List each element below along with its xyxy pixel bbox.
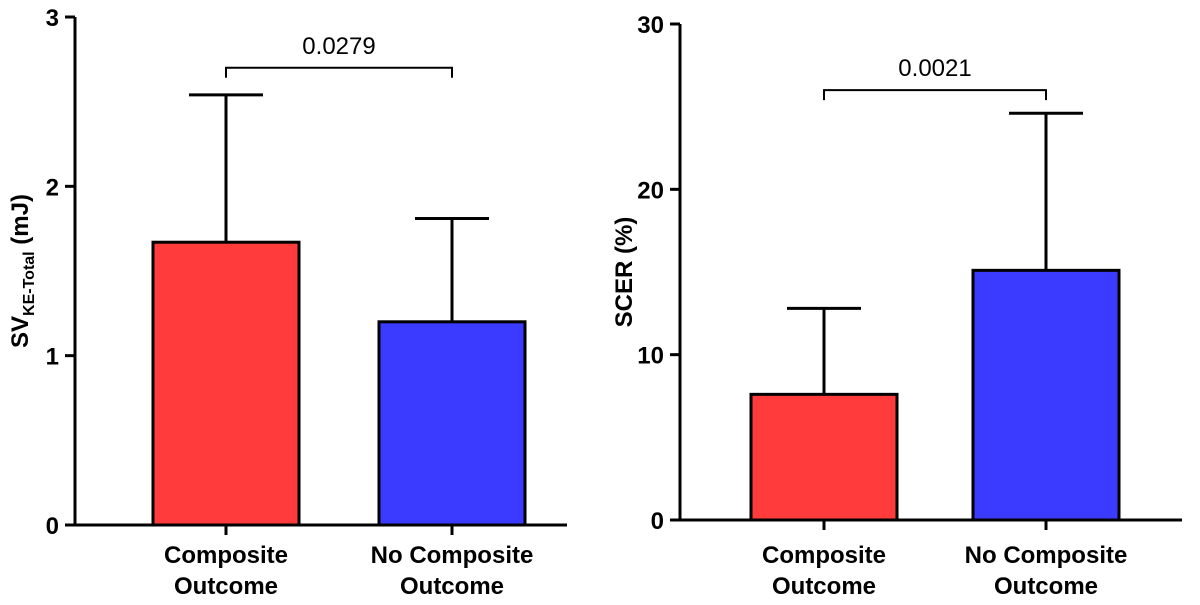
category-label: Composite (164, 542, 288, 569)
y-tick-label: 2 (46, 174, 59, 201)
y-tick-label: 10 (637, 343, 664, 370)
y-axis-title: SVKE-Total (mJ) (7, 194, 38, 348)
y-tick-label: 1 (46, 344, 59, 371)
p-value-label: 0.0279 (302, 33, 375, 60)
category-label: Outcome (400, 573, 504, 600)
bar-2 (377, 320, 527, 527)
bar-1 (151, 240, 301, 527)
chart-1: 0 1 2 3 SVKE-Total (mJ) Composite Outcome No Co… (7, 5, 567, 600)
category-label: Composite (762, 542, 886, 569)
category-label: Outcome (994, 573, 1098, 600)
significance-bracket (823, 89, 1047, 101)
bar-1 (749, 392, 899, 522)
y-tick-label: 20 (637, 177, 664, 204)
y-tick-label: 30 (637, 12, 664, 39)
category-label: Outcome (772, 573, 876, 600)
chart-2: 0 10 20 30 SCER (%) Composite Outcome No Compos… (611, 12, 1182, 600)
category-label: No Composite (371, 542, 534, 569)
y-tick-label: 0 (651, 508, 664, 535)
category-label: Outcome (174, 573, 278, 600)
y-tick-label: 3 (46, 5, 59, 32)
significance-bracket (225, 66, 453, 78)
y-axis-title: SCER (%) (611, 217, 638, 328)
category-label: No Composite (965, 542, 1128, 569)
bar-2 (971, 268, 1121, 522)
p-value-label: 0.0021 (898, 55, 971, 82)
y-tick-label: 0 (46, 513, 59, 540)
